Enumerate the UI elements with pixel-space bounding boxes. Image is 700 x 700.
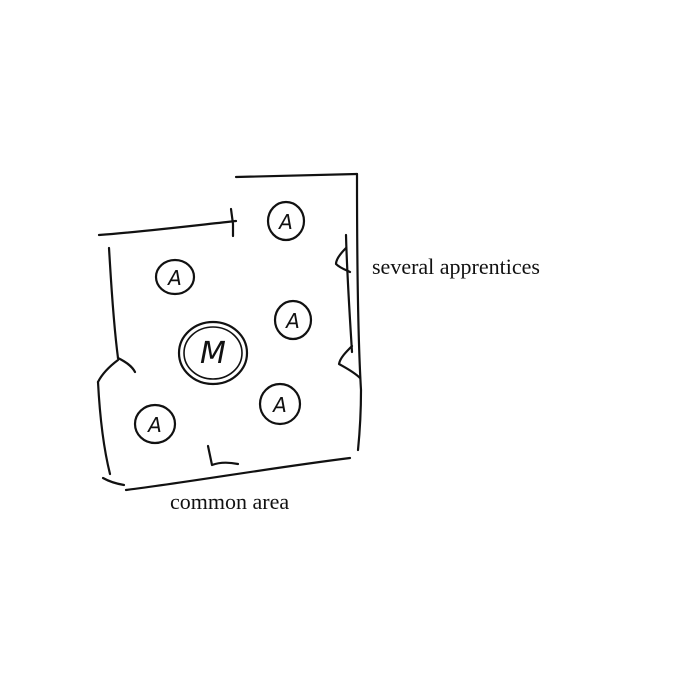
master-letter: M — [200, 336, 226, 371]
boundary-left-wall-lower — [96, 380, 112, 476]
apprentice-letter: A — [284, 309, 300, 333]
master-workplace: M — [177, 320, 249, 386]
apprentice-upper-left: A — [154, 258, 196, 296]
apprentice-circle — [258, 382, 302, 426]
boundary-right-notch-upper — [334, 246, 352, 274]
boundary-top-right-wall — [234, 172, 359, 179]
apprentices-label: several apprentices — [372, 254, 540, 279]
apprentice-lower-right: A — [258, 382, 302, 426]
boundary-left-wall-upper — [107, 246, 120, 360]
boundary-top-left-tick — [229, 207, 235, 238]
boundary-top-left-wall — [97, 219, 238, 237]
apprentice-letter: A — [271, 393, 287, 417]
apprentice-circle — [273, 299, 313, 341]
apprentice-circle — [133, 403, 177, 445]
apprentice-top-right: A — [266, 200, 306, 242]
apprentice-workplaces: A A A A A — [133, 200, 313, 445]
master-circle-outer — [177, 320, 249, 386]
boundary-right-inner-wall — [344, 233, 354, 354]
apprentice-circle — [266, 200, 306, 242]
apprentice-lower-left: A — [133, 403, 177, 445]
apprentice-letter: A — [146, 413, 162, 437]
boundary-left-notch — [96, 356, 137, 384]
boundary-bottom-stub — [101, 476, 126, 487]
master-circle-inner — [183, 326, 243, 380]
apprentice-letter: A — [166, 266, 182, 290]
apprentice-letter: A — [277, 210, 293, 234]
apprentice-circle — [154, 258, 196, 296]
common-area-label: common area — [170, 489, 289, 514]
boundary-bottom-wall — [124, 456, 352, 492]
apprentice-right: A — [273, 299, 313, 341]
workshop-boundary — [96, 172, 363, 492]
boundary-bottom-entrance — [206, 444, 240, 467]
boundary-right-notch-lower — [337, 344, 362, 380]
boundary-right-wall — [355, 172, 363, 452]
